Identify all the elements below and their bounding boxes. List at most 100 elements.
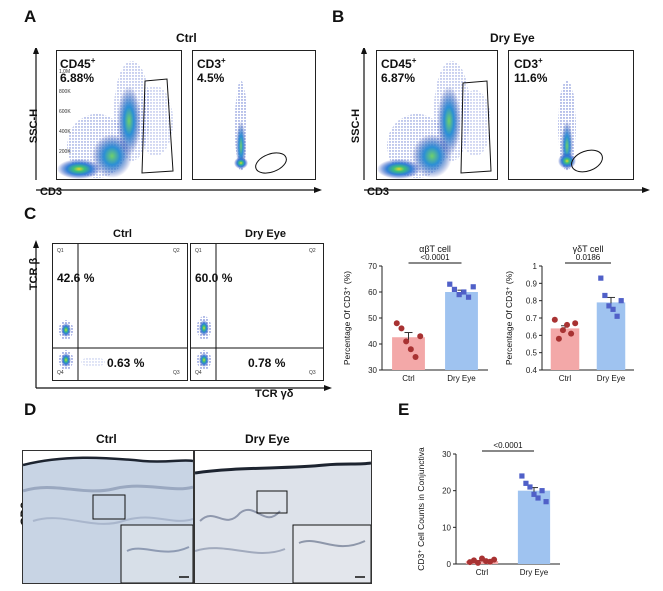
quad-q1: Q1: [57, 248, 64, 254]
panel-letter-c: C: [24, 204, 37, 223]
panel-c-ctrl-plot: Q1 Q2 Q3 Q4: [52, 243, 188, 381]
y-tick-label: 0.9: [526, 279, 538, 288]
quad-q4: Q4: [57, 370, 64, 376]
data-point: [465, 294, 472, 300]
y-tick-label: 10: [442, 523, 451, 532]
panel-letter-d: D: [24, 400, 37, 419]
chart-gammadelta-tcell: 0.4 0.5 0.6 0.7 0.8 0.9 1 Percentage Of CD3⁺ (%…: [504, 244, 634, 383]
y-tick-label: 20: [442, 487, 451, 496]
data-point: [412, 354, 419, 360]
density-scatter: [234, 81, 287, 174]
data-point: [417, 333, 424, 340]
x-tick-label: Ctrl: [476, 568, 489, 577]
data-point: [535, 495, 541, 501]
data-point: [491, 556, 498, 563]
panel-c-ctrl-title: Ctrl: [113, 228, 132, 240]
quadrant-plot: Q1 Q2 Q3 Q4: [191, 244, 323, 380]
y-tick-label: 0.6: [526, 331, 538, 340]
chart-alphabeta-tcell: 30 40 50 60 70 Percentage Of CD3⁺ (%) αβT cell…: [342, 244, 488, 383]
data-point: [543, 499, 549, 505]
gate-pct: 4.5%: [197, 71, 225, 85]
quad-q4: Q4: [195, 370, 202, 376]
panel-c-ctrl-q1-pct: 42.6 %: [57, 271, 95, 285]
panel-c-dry-title: Dry Eye: [245, 228, 286, 240]
panel-a-cd45-plot: 1.0M 800K 600K 400K 200K: [56, 50, 182, 180]
data-point: [606, 303, 612, 309]
panel-c-dry-q1-pct: 60.0 %: [195, 271, 233, 285]
y-tick-label: 50: [368, 314, 377, 323]
data-point: [618, 298, 624, 304]
panel-a-cd3-gate-label: CD3+ 4.5%: [197, 54, 226, 85]
x-tick-label: Dry Eye: [597, 374, 626, 383]
y-tick-label: 40: [368, 340, 377, 349]
gate-pct: 6.88%: [60, 71, 95, 85]
panel-a-xlabel: CD3: [40, 186, 63, 198]
data-point: [539, 488, 545, 494]
y-tick-label: 0.4: [526, 366, 538, 375]
panel-b-title: Dry Eye: [490, 31, 535, 45]
data-point: [398, 325, 405, 332]
y-tick-label: 0.7: [526, 314, 538, 323]
data-point: [451, 286, 458, 292]
tissue-drawing: [195, 451, 371, 583]
data-point: [527, 484, 533, 490]
gate-name: CD45: [381, 57, 412, 71]
data-point: [572, 320, 579, 327]
gate-name: CD45: [60, 57, 91, 71]
chart-title: αβT cell: [419, 244, 451, 254]
data-point: [559, 327, 566, 334]
panel-d-dry-title: Dry Eye: [245, 432, 290, 446]
panel-c-dry-plot: Q1 Q2 Q3 Q4: [190, 243, 324, 381]
panel-letter-a: A: [24, 7, 37, 26]
data-point: [614, 313, 620, 319]
y-axis-label: CD3⁺ Cell Counts in Conjunctiva: [416, 447, 426, 571]
data-point: [564, 321, 571, 328]
histology-ctrl-image: [22, 450, 194, 584]
gate-name: CD3: [514, 57, 539, 71]
tissue-drawing: [23, 451, 193, 583]
quadrant-plot: Q1 Q2 Q3 Q4: [53, 244, 187, 380]
svg-text:600K: 600K: [59, 109, 71, 115]
panel-b-axis-arrows: [361, 48, 650, 193]
data-point: [555, 335, 562, 342]
data-point: [610, 306, 616, 312]
panel-b-cd45-plot: [376, 50, 498, 180]
panel-a-cd45-gate-label: CD45+ 6.88%: [60, 54, 95, 85]
quad-q2: Q2: [173, 248, 180, 254]
gate-sup: +: [411, 56, 417, 65]
panel-a-cd3-plot: [192, 50, 316, 180]
bar-dry-eye: [596, 302, 626, 370]
bar-dry-eye: [445, 292, 478, 370]
gate-sup: +: [221, 56, 226, 65]
density-scatter: 1.0M 800K 600K 400K 200K: [57, 61, 174, 179]
svg-text:400K: 400K: [59, 129, 71, 135]
gate-pct: 6.87%: [381, 71, 416, 85]
x-tick-label: Ctrl: [559, 374, 572, 383]
data-point: [393, 320, 400, 327]
quad-q3: Q3: [173, 370, 180, 376]
data-point: [447, 281, 453, 287]
panel-b-cd3-plot: [508, 50, 634, 180]
data-point: [519, 473, 525, 479]
data-point: [407, 346, 414, 353]
gate-pct: 11.6%: [514, 71, 548, 85]
y-tick-label: 30: [368, 366, 377, 375]
data-point: [523, 480, 529, 486]
data-point: [602, 292, 608, 299]
density-scatter: [377, 61, 492, 179]
p-value: <0.0001: [493, 441, 523, 450]
data-point: [551, 316, 558, 323]
data-point: [474, 559, 481, 566]
panel-b-cd45-gate-label: CD45+ 6.87%: [381, 54, 416, 85]
gate-sup: +: [90, 56, 96, 65]
data-point: [598, 275, 604, 281]
chart-cd3-cell-counts: 0 10 20 30 CD3⁺ Cell Counts in Conjunctiva Ct…: [416, 441, 560, 577]
panel-a-title: Ctrl: [176, 31, 197, 45]
p-value: <0.0001: [420, 253, 450, 262]
data-point: [470, 284, 476, 290]
panel-c-axis-arrows: [33, 240, 332, 391]
y-tick-label: 0.5: [526, 349, 538, 358]
y-tick-label: 1: [533, 262, 538, 271]
y-tick-label: 70: [368, 262, 377, 271]
data-point: [568, 330, 575, 337]
